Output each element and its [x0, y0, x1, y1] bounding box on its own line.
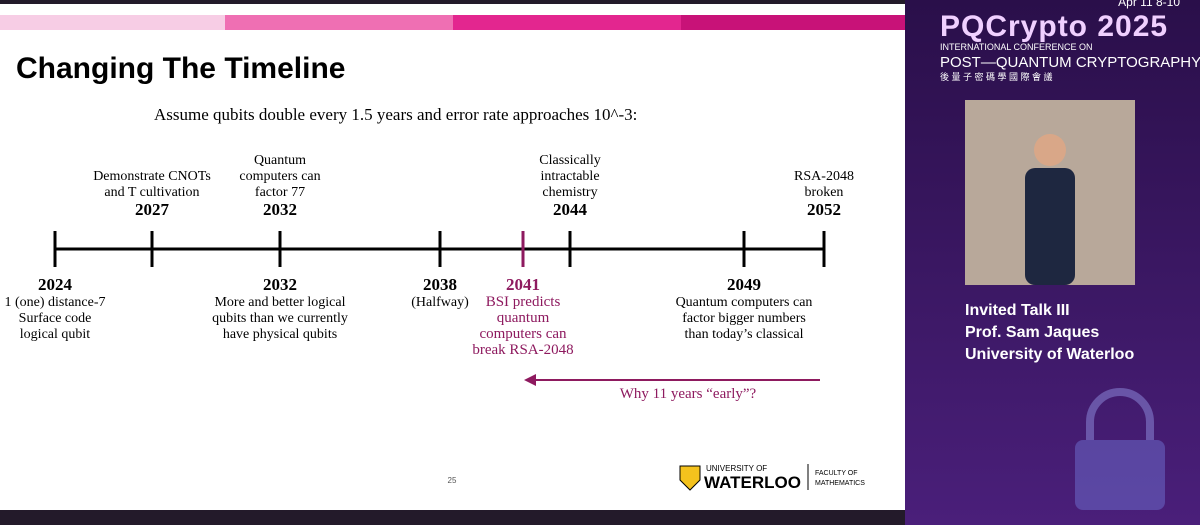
bar — [453, 15, 681, 30]
event-year: 2032 — [263, 275, 297, 294]
logo-text: UNIVERSITY OF — [706, 464, 767, 473]
bar — [0, 15, 225, 30]
event-year: 2041 — [506, 275, 540, 294]
event-label: qubits than we currently — [212, 311, 348, 326]
event-label: logical qubit — [20, 327, 90, 342]
event-label: chemistry — [542, 185, 597, 200]
subtitle: Assume qubits double every 1.5 years and… — [154, 105, 637, 124]
event-label: computers can — [239, 169, 320, 184]
lock-shackle — [1086, 388, 1154, 440]
event-label: RSA-2048 — [794, 169, 854, 184]
page-number: 25 — [448, 476, 457, 485]
lock-icon — [1075, 440, 1165, 510]
slide-title: Changing The Timeline — [16, 52, 345, 85]
event-label: Classically — [539, 153, 600, 168]
event-label: than today’s classical — [685, 327, 804, 342]
affiliation: University of Waterloo — [965, 346, 1134, 363]
event-label: have physical qubits — [223, 327, 337, 342]
event-label: quantum — [497, 310, 550, 326]
logo-text: WATERLOO — [704, 473, 801, 492]
arrowhead — [524, 374, 536, 386]
event-year: 2052 — [807, 200, 841, 219]
speaker-body — [1025, 168, 1075, 285]
event-year: 2027 — [135, 200, 170, 219]
event-label: break RSA-2048 — [472, 342, 573, 358]
event-year: 2049 — [727, 275, 761, 294]
event-label: Demonstrate CNOTs — [93, 169, 211, 184]
event-label: factor bigger numbers — [682, 311, 806, 326]
logo-text: MATHEMATICS — [815, 480, 865, 487]
event-label: intractable — [540, 169, 599, 184]
logo-shield — [679, 465, 701, 491]
speaker: Prof. Sam Jaques — [965, 324, 1099, 341]
event-label: (Halfway) — [411, 295, 469, 310]
bar — [681, 15, 905, 30]
event-label: More and better logical — [214, 295, 345, 310]
event-label: Quantum — [254, 153, 306, 168]
event-label: Quantum computers can — [676, 295, 813, 310]
logo-text: FACULTY OF — [815, 470, 858, 477]
talk: Invited Talk III — [965, 302, 1070, 319]
event-label: BSI predicts — [486, 294, 561, 310]
event-year: 2044 — [553, 200, 588, 219]
dates: Apr 11 8-10 — [1118, 0, 1180, 9]
event-label: factor 77 — [255, 185, 305, 200]
event-label: broken — [805, 185, 844, 200]
event-year: 2032 — [263, 200, 297, 219]
chinese: 後 量 子 密 碼 學 國 際 會 議 — [940, 71, 1053, 82]
speaker-head — [1034, 134, 1066, 166]
event-label: 1 (one) distance-7 — [4, 295, 105, 310]
event-label: computers can — [479, 326, 567, 342]
pqc: POST—QUANTUM CRYPTOGRAPHY — [940, 54, 1200, 71]
event-label: Surface code — [19, 311, 92, 326]
event-year: 2024 — [38, 275, 73, 294]
arrow-label: Why 11 years “early”? — [620, 386, 757, 402]
event-year: 2038 — [423, 275, 457, 294]
event-label: and T cultivation — [104, 185, 199, 200]
intl: INTERNATIONAL CONFERENCE ON — [940, 42, 1093, 52]
conference: PQCrypto 2025 — [940, 10, 1168, 43]
bar — [225, 15, 453, 30]
